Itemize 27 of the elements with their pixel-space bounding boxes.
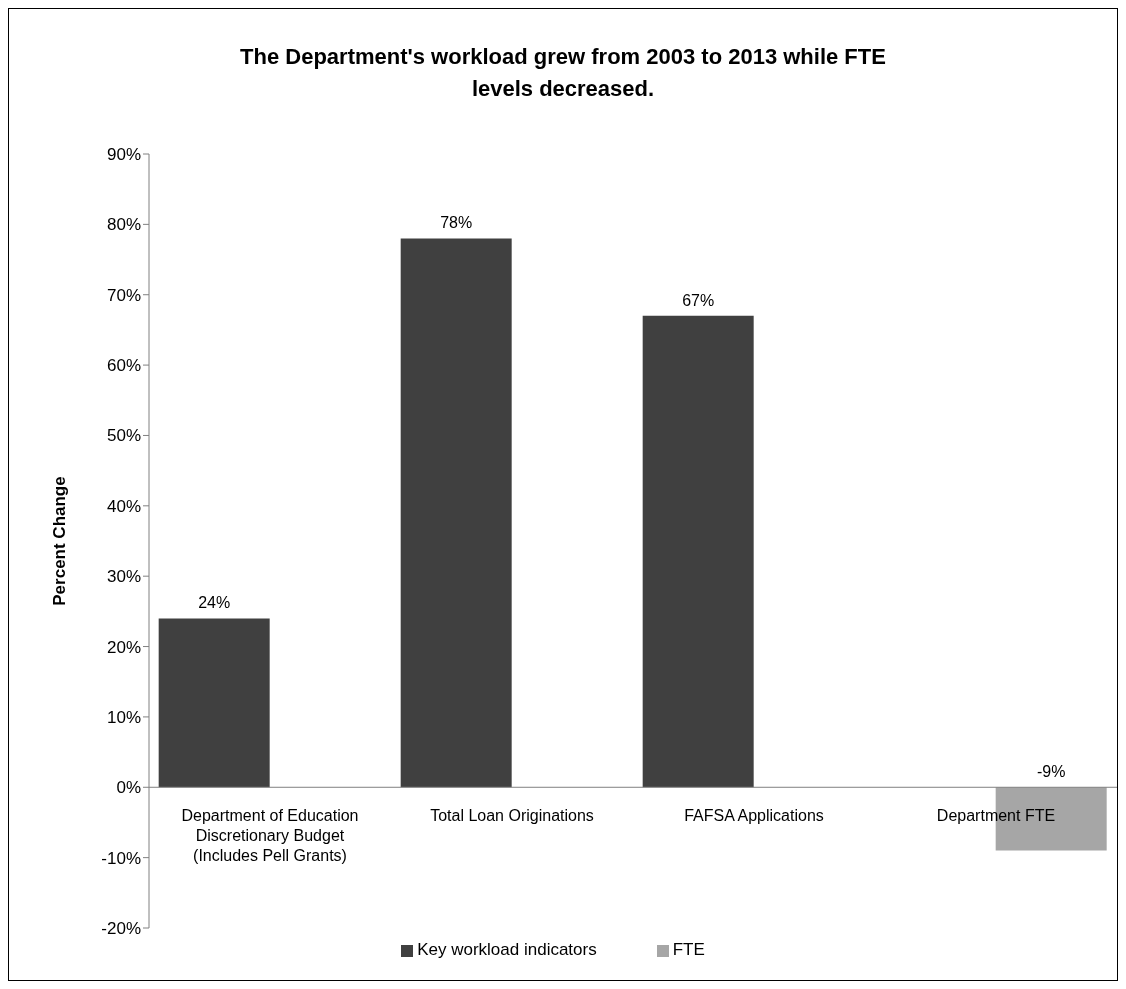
y-tick-label: 0%	[116, 778, 141, 798]
y-tick-label: 70%	[106, 285, 141, 305]
y-tick-label: -10%	[101, 848, 141, 868]
x-tick-label: Department FTE	[936, 806, 1056, 824]
y-tick-label: 60%	[106, 356, 141, 376]
y-tick-label: 10%	[106, 707, 141, 727]
x-tick-label: Total Loan Originations	[430, 806, 594, 824]
y-axis-title: Percent Change	[50, 476, 70, 606]
legend-label: Key workload indicators	[417, 940, 597, 959]
legend-label: FTE	[672, 940, 705, 959]
data-label: 24%	[198, 594, 231, 612]
y-tick-label: 20%	[106, 637, 141, 657]
y-tick-label: 90%	[106, 145, 141, 165]
y-tick-label: 80%	[106, 215, 141, 235]
x-tick-label: FAFSA Applications	[684, 806, 824, 824]
bar	[400, 238, 512, 788]
bar	[642, 315, 754, 788]
y-tick-label: -20%	[101, 919, 141, 939]
y-tick-label: 30%	[106, 567, 141, 587]
data-label: 67%	[682, 291, 715, 309]
data-label: -9%	[1036, 763, 1066, 781]
x-tick-label: Department of Education Discretionary Budget (Includes Pell Grants)	[181, 806, 359, 864]
chart-title: The Department's workload grew from 2003 to 2013 while FTE levels decreased.	[239, 43, 887, 103]
data-label: 78%	[440, 214, 473, 232]
y-tick-label: 50%	[106, 426, 141, 446]
bar	[158, 618, 270, 788]
y-tick-label: 40%	[106, 496, 141, 516]
